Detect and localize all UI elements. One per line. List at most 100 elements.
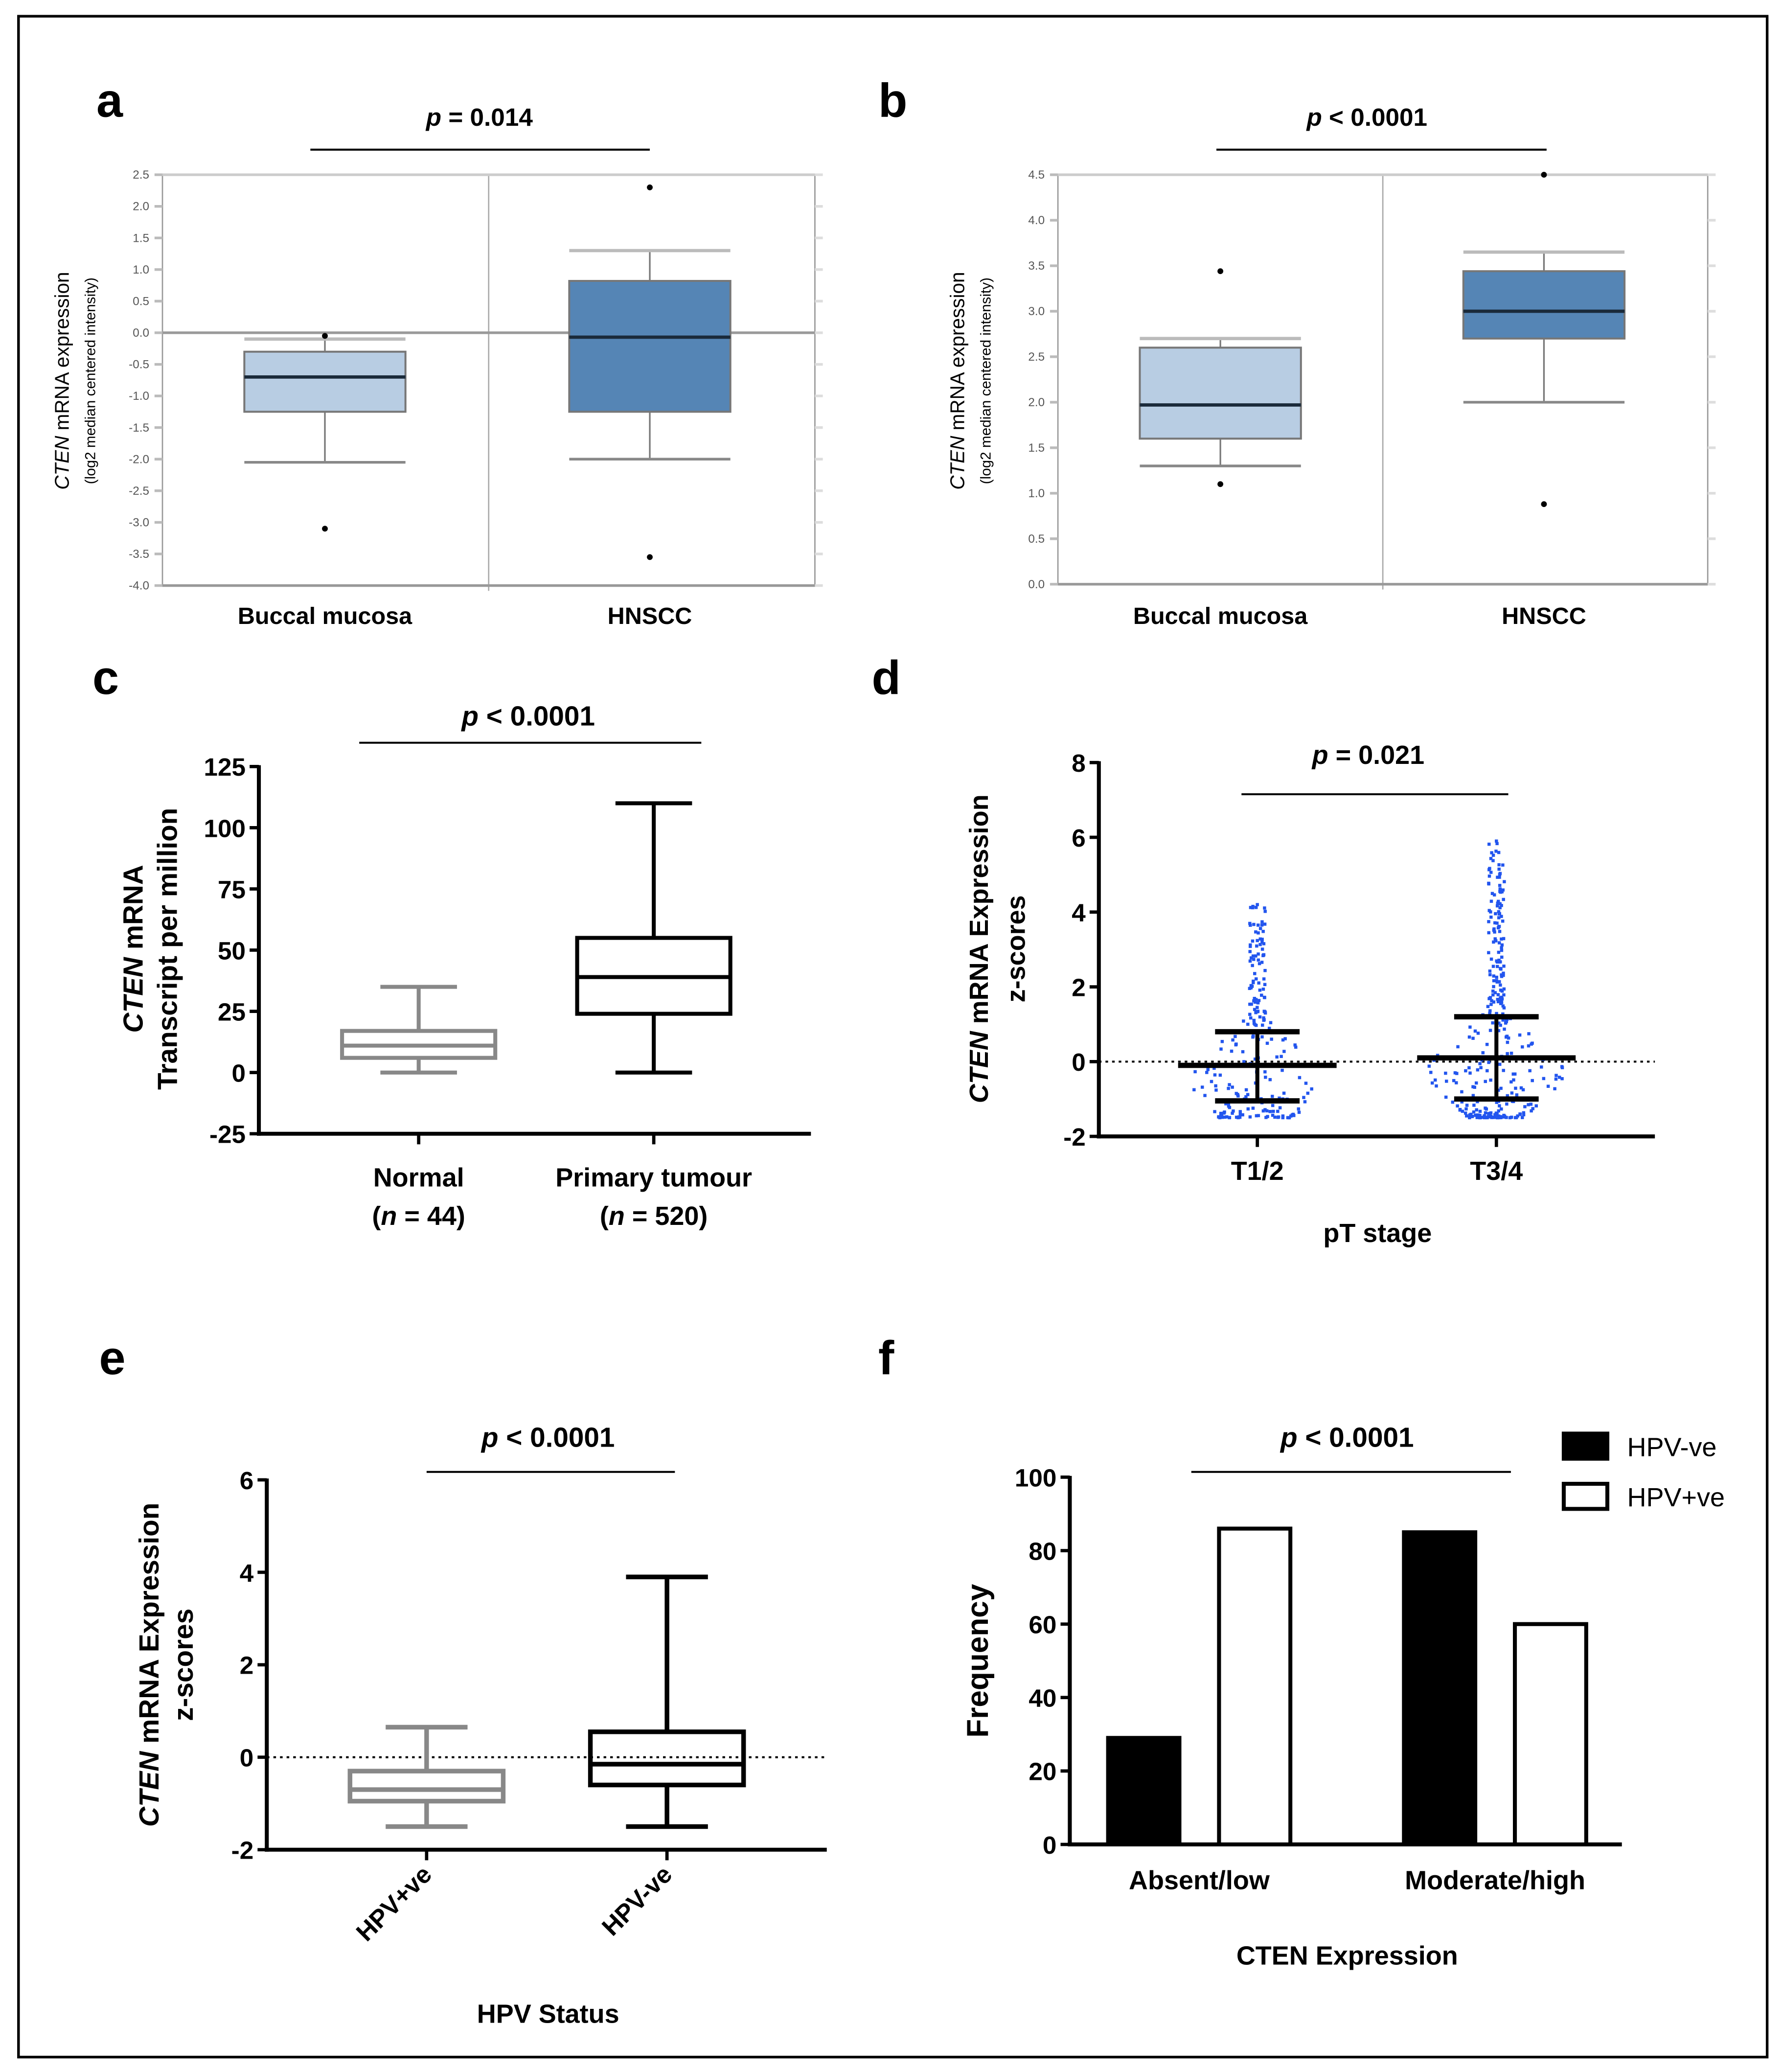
data-point	[1488, 969, 1492, 973]
data-point	[1527, 1103, 1530, 1106]
data-point	[1257, 981, 1260, 985]
y-tick-label: -3.5	[129, 548, 149, 561]
data-point	[1234, 1042, 1238, 1046]
y-tick-label: 1.5	[1028, 441, 1045, 455]
data-point	[1250, 985, 1254, 988]
y-tick-label: 8	[1072, 749, 1086, 777]
data-point	[1560, 1077, 1564, 1081]
data-point	[1263, 1010, 1267, 1014]
data-point	[1487, 875, 1491, 878]
data-point	[1478, 1114, 1482, 1118]
data-point	[1244, 1095, 1248, 1099]
data-point	[1469, 1112, 1473, 1116]
data-point	[1487, 920, 1490, 923]
data-point	[1531, 1107, 1534, 1110]
data-point	[1488, 973, 1492, 976]
data-point	[1501, 1115, 1505, 1119]
data-point	[1231, 1085, 1234, 1089]
category-label: Buccal mucosa	[238, 603, 412, 629]
data-point	[1495, 979, 1498, 983]
data-point	[1244, 1088, 1248, 1092]
figure-border	[17, 15, 1769, 2059]
y-tick-label: 0	[240, 1744, 254, 1772]
data-point	[1303, 1100, 1307, 1104]
y-tick-label: 1.5	[133, 231, 149, 245]
y-tick-label: 2.0	[133, 200, 149, 213]
sample-size-label: (n = 520)	[600, 1201, 708, 1231]
data-point	[1256, 939, 1259, 943]
data-point	[1260, 1023, 1264, 1027]
panel-label-f: f	[878, 1331, 894, 1384]
data-point	[1248, 950, 1252, 953]
data-point	[1500, 1001, 1504, 1004]
data-point	[1265, 1109, 1269, 1113]
data-point	[1478, 1109, 1482, 1113]
data-point	[1282, 1091, 1286, 1095]
data-point	[1249, 923, 1252, 927]
data-point	[1495, 842, 1499, 846]
data-point	[1498, 873, 1502, 876]
data-point	[1263, 1108, 1267, 1111]
data-point	[1257, 923, 1260, 927]
data-point	[1252, 981, 1255, 985]
data-point	[1277, 1115, 1280, 1119]
data-point	[1494, 850, 1498, 853]
data-point	[1263, 910, 1267, 913]
data-point	[1491, 1021, 1494, 1025]
y-axis-subtitle: (log2 median centered intensity)	[978, 277, 994, 484]
data-point	[1269, 1021, 1273, 1024]
p-value-label: p < 0.0001	[1280, 1422, 1414, 1453]
data-point	[1260, 938, 1264, 941]
data-point	[1489, 957, 1493, 961]
data-point	[1255, 944, 1258, 948]
data-point	[1254, 930, 1257, 934]
data-point	[1430, 1081, 1434, 1085]
bar-hpv-ve-absent-low	[1217, 1526, 1293, 1846]
data-point	[1506, 1040, 1509, 1044]
category-label: Moderate/high	[1405, 1866, 1585, 1895]
data-point	[1519, 1086, 1523, 1090]
data-point	[1500, 973, 1503, 977]
y-tick-label: -3.0	[129, 516, 149, 530]
data-point	[1498, 912, 1502, 916]
data-point	[1464, 1107, 1468, 1111]
data-point	[1489, 1078, 1492, 1082]
data-point	[1490, 999, 1493, 1003]
data-point	[1238, 1112, 1242, 1116]
data-point	[1251, 939, 1255, 943]
data-point	[1502, 1006, 1506, 1010]
data-point	[1251, 1035, 1255, 1039]
data-point	[1456, 1104, 1459, 1108]
y-tick-label: -2.0	[129, 453, 149, 466]
box-hnscc	[568, 280, 731, 413]
data-point	[1495, 965, 1499, 968]
data-point	[1262, 1016, 1265, 1020]
data-point	[1513, 1072, 1517, 1076]
data-point	[1512, 1078, 1515, 1082]
data-point	[1509, 1080, 1513, 1084]
data-point	[1500, 989, 1504, 993]
data-point	[1506, 1052, 1509, 1056]
data-point	[1467, 1066, 1471, 1070]
data-point	[1500, 1107, 1503, 1111]
data-point	[1505, 1102, 1509, 1106]
data-point	[1495, 921, 1499, 925]
data-point	[1490, 851, 1493, 854]
data-point	[1223, 1115, 1227, 1119]
data-point	[1521, 1116, 1524, 1119]
panel-label-c: c	[92, 651, 119, 704]
category-label: HPV+ve	[351, 1860, 437, 1946]
data-point	[1214, 1088, 1218, 1092]
data-point	[1554, 1074, 1558, 1077]
y-tick-label: 40	[1029, 1684, 1056, 1712]
y-tick-label: -0.5	[129, 358, 149, 371]
data-point	[1499, 960, 1502, 964]
data-point	[1497, 1114, 1501, 1118]
data-point	[1460, 1100, 1464, 1104]
data-point	[1286, 1116, 1290, 1120]
data-point	[1557, 1076, 1561, 1079]
x-axis-title: pT stage	[1323, 1219, 1432, 1248]
data-point	[1501, 920, 1505, 923]
data-point	[1491, 853, 1495, 857]
y-axis-title: CTEN mRNA expression	[946, 272, 968, 490]
